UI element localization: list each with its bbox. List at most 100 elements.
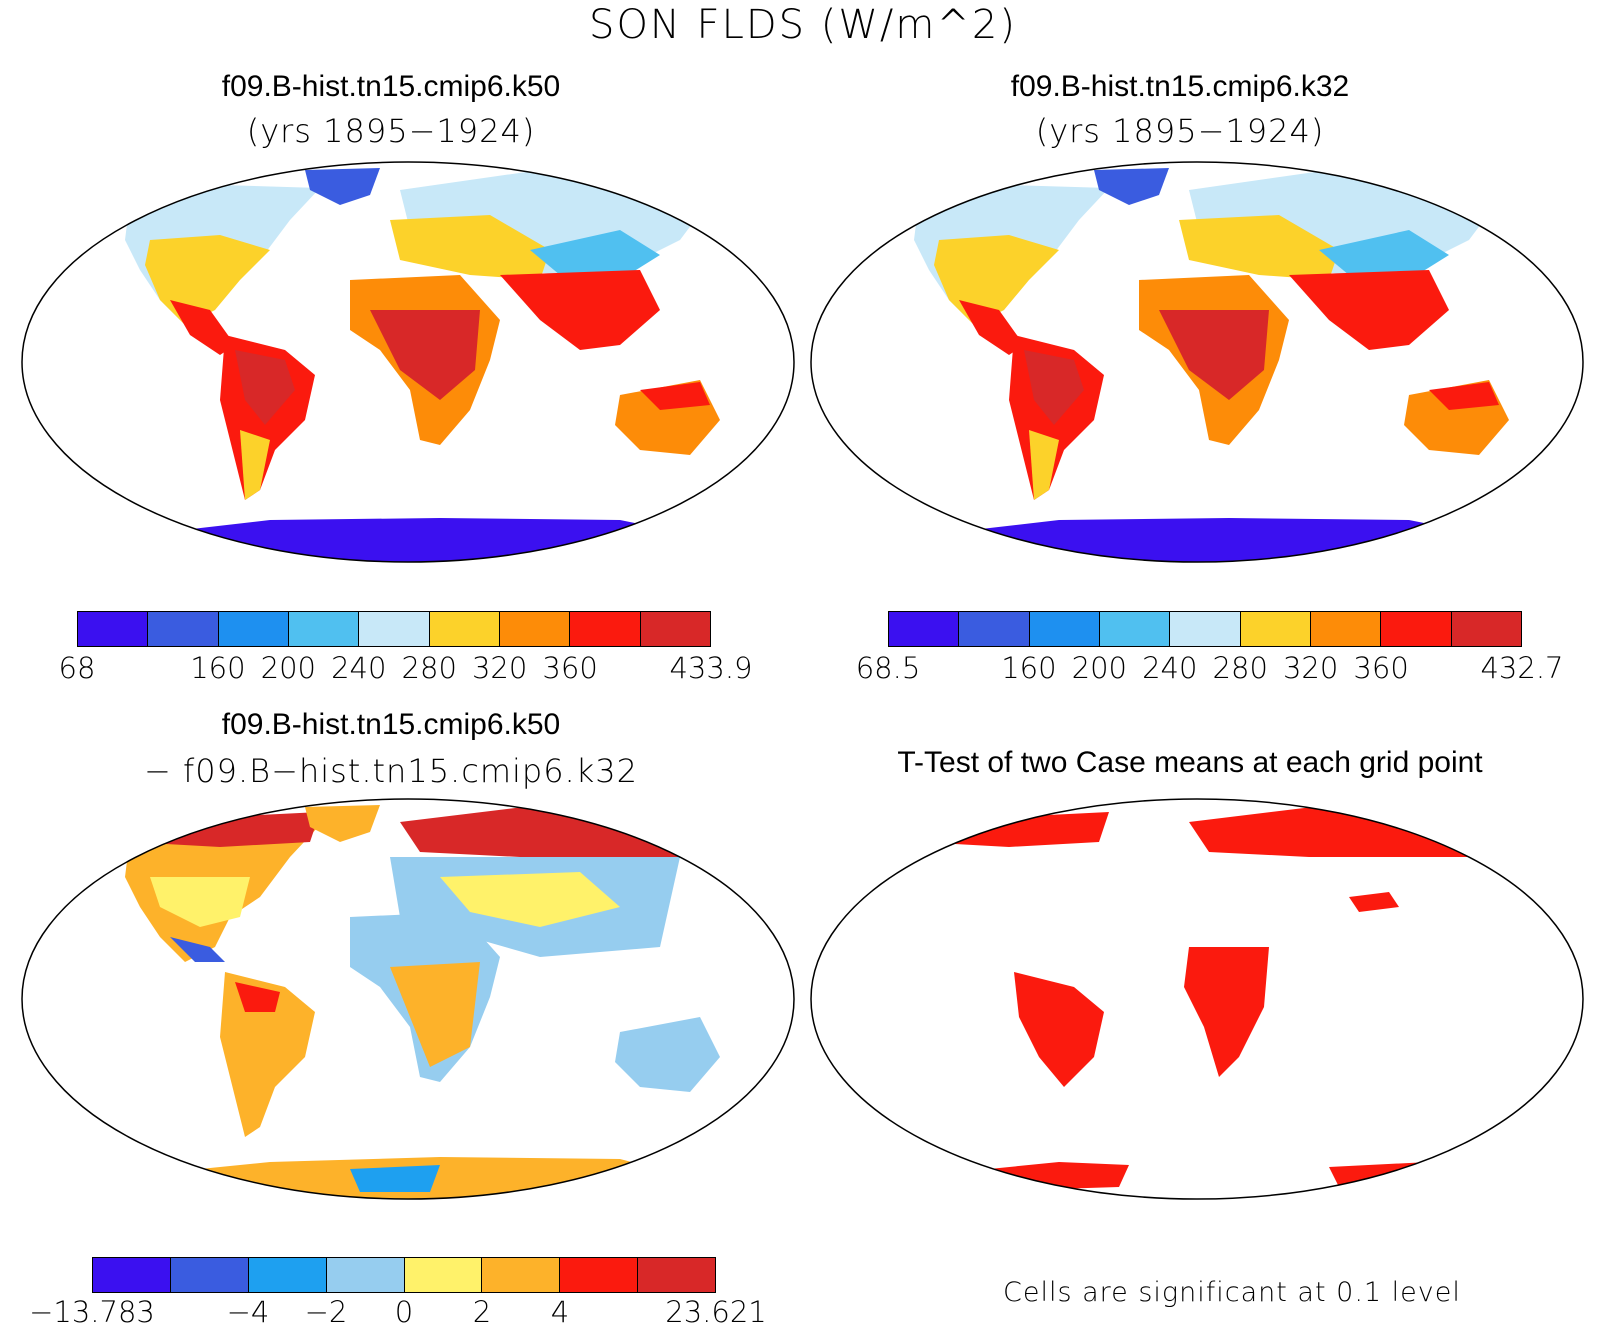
colorbar-swatch	[1029, 612, 1100, 646]
colorbar-swatch	[1099, 612, 1171, 646]
colorbar-swatch	[889, 612, 960, 646]
map-panel-ttest	[809, 797, 1585, 1202]
asia-blue	[530, 230, 660, 280]
colorbar-swatch	[288, 612, 360, 646]
colorbar-swatch	[1170, 612, 1241, 646]
map-panel-k50	[20, 160, 796, 565]
colorbar-tick-label: 320	[471, 651, 528, 685]
colorbar-ticks: 68.5 160 200 240 280 320 360 432.7	[856, 651, 1564, 687]
south-america-south	[1029, 430, 1059, 500]
colorbar-tick-label: 200	[1071, 651, 1128, 685]
colorbar-ticks: 68 160 200 240 280 320 360 433.9	[59, 651, 753, 687]
colorbar-swatches	[888, 611, 1522, 647]
eurasia-mid	[1179, 215, 1339, 280]
south-america	[220, 972, 315, 1137]
colorbar-tick-label: 68	[58, 651, 96, 685]
north-america-north	[120, 812, 320, 847]
antarctica	[909, 518, 1509, 562]
colorbar-swatch	[499, 612, 571, 646]
colorbar-swatches	[77, 611, 711, 647]
colorbar-tick-label: 432.7	[1480, 651, 1564, 685]
colorbar-swatch	[1240, 612, 1311, 646]
colorbar-swatch	[638, 1258, 715, 1292]
sig-eurasia	[1189, 805, 1499, 857]
colorbar-tick-label: −4	[226, 1295, 270, 1329]
australia-north	[640, 382, 710, 410]
north-america-mid	[150, 877, 250, 927]
sig-north-america	[909, 812, 1109, 847]
map-panel-k32	[809, 160, 1585, 565]
panel3-diff-subtitle: − f09.B−hist.tn15.cmip6.k32	[144, 752, 638, 790]
colorbar-swatch	[326, 1258, 405, 1292]
central-america	[959, 300, 1024, 355]
greenland	[305, 168, 380, 205]
eurasia-north	[400, 805, 710, 857]
colorbar-tick-label: 4	[550, 1295, 570, 1329]
central-america	[170, 300, 235, 355]
colorbar-tick-label: 320	[1282, 651, 1339, 685]
colorbar-tick-label: 360	[542, 651, 598, 685]
colorbar-swatch	[1310, 612, 1382, 646]
sig-south-america	[1014, 972, 1104, 1087]
asia-blue	[1319, 230, 1449, 280]
eurasia-yellow	[440, 872, 620, 927]
colorbar-swatch	[404, 1258, 483, 1292]
south-america-core	[235, 350, 295, 425]
south-asia	[500, 270, 660, 350]
colorbar-swatch	[218, 612, 289, 646]
colorbar-swatch	[93, 1258, 171, 1292]
colorbar-tick-label: 240	[1142, 651, 1198, 685]
colorbar-tick-label: 68.5	[855, 651, 921, 685]
panel2-case-title: f09.B-hist.tn15.cmip6.k32	[1010, 70, 1350, 103]
colorbar-tick-label: 240	[331, 651, 387, 685]
colorbar-swatch	[429, 612, 500, 646]
panel4-ttest-title: T-Test of two Case means at each grid po…	[897, 746, 1483, 779]
colorbar-tick-label: 160	[190, 651, 246, 685]
colorbar-tick-label: 280	[1212, 651, 1268, 685]
colorbar-swatch	[1381, 612, 1452, 646]
colorbar-tick-label: 160	[1001, 651, 1057, 685]
colorbar-swatch	[570, 612, 641, 646]
colorbar-k50: 68 160 200 240 280 320 360 433.9	[59, 611, 753, 687]
central-america	[170, 937, 225, 962]
panel1-years: (yrs 1895−1924)	[246, 112, 536, 150]
greenland	[305, 805, 380, 842]
colorbar-swatches	[92, 1257, 716, 1293]
colorbar-tick-label: 23.621	[665, 1295, 767, 1329]
antarctica	[120, 518, 720, 562]
colorbar-tick-label: 0	[394, 1295, 414, 1329]
south-asia	[1289, 270, 1449, 350]
south-america-core	[1024, 350, 1084, 425]
colorbar-swatch	[78, 612, 149, 646]
colorbar-swatch	[560, 1258, 639, 1292]
australia-north	[1429, 382, 1499, 410]
colorbar-tick-label: −13.783	[29, 1295, 155, 1329]
colorbar-tick-label: 280	[401, 651, 457, 685]
colorbar-swatch	[1451, 612, 1521, 646]
africa-core	[1159, 310, 1269, 400]
colorbar-swatch	[640, 612, 710, 646]
south-america-red	[235, 982, 280, 1012]
colorbar-tick-label: 360	[1353, 651, 1409, 685]
panel3-case-title: f09.B-hist.tn15.cmip6.k50	[221, 708, 561, 741]
colorbar-swatch	[482, 1258, 561, 1292]
panel1-case-title: f09.B-hist.tn15.cmip6.k50	[221, 70, 561, 103]
colorbar-tick-label: 433.9	[669, 651, 753, 685]
colorbar-swatch	[959, 612, 1030, 646]
colorbar-swatch	[148, 612, 219, 646]
colorbar-swatch	[170, 1258, 249, 1292]
figure-title: SON FLDS (W/m^2)	[589, 2, 1017, 48]
south-america-south	[240, 430, 270, 500]
colorbar-k32: 68.5 160 200 240 280 320 360 432.7	[856, 611, 1564, 687]
colorbar-ticks: −13.783 −4 −2 0 2 4 23.621	[29, 1295, 767, 1331]
eurasia-mid	[390, 215, 550, 280]
sig-africa	[1184, 947, 1269, 1077]
australia	[615, 1017, 720, 1092]
colorbar-swatch	[248, 1258, 327, 1292]
colorbar-swatch	[359, 612, 430, 646]
panel2-years: (yrs 1895−1924)	[1035, 112, 1325, 150]
antarctica-blue	[350, 1165, 440, 1192]
significance-note: Cells are significant at 0.1 level	[1003, 1277, 1461, 1308]
sig-asia	[1349, 892, 1399, 912]
colorbar-tick-label: 2	[472, 1295, 492, 1329]
